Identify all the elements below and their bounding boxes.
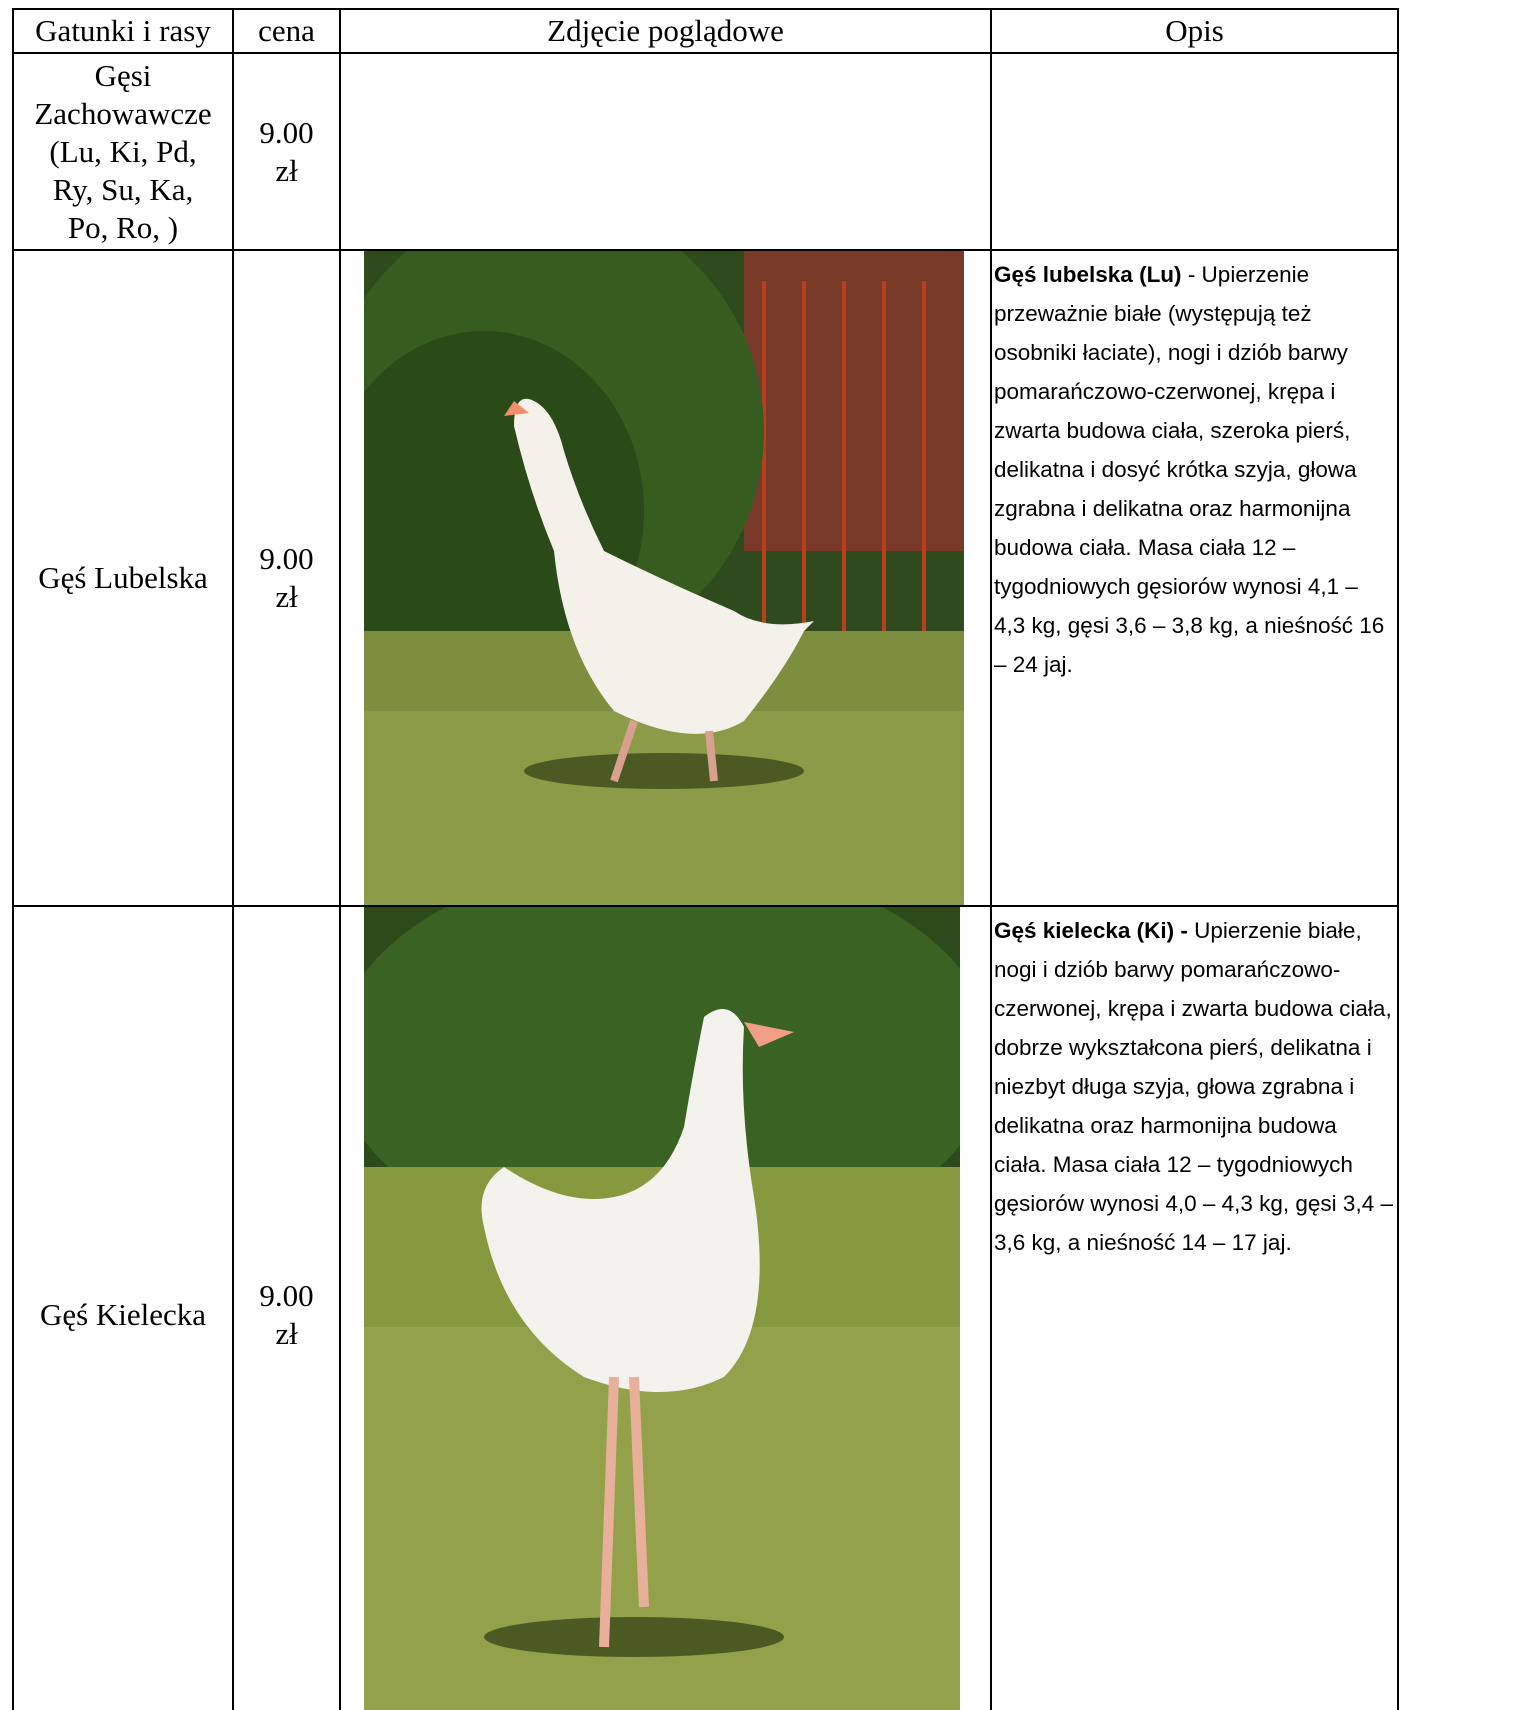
header-cell: Opis	[990, 8, 1399, 54]
description-cell: Gęś lubelska (Lu) - Upierzenie przeważni…	[990, 249, 1399, 907]
description-cell: Gęś kielecka (Ki) - Upierzenie białe, no…	[990, 905, 1399, 1710]
photo-cell	[339, 52, 992, 251]
description-text: - Upierzenie przeważnie białe (występują…	[994, 262, 1385, 677]
breed-name: Gęś Lubelska	[12, 249, 234, 907]
description-cell	[990, 52, 1399, 251]
description-text: Upierzenie białe, nogi i dziób barwy pom…	[994, 918, 1393, 1255]
price-text: 9.00 zł	[259, 1278, 314, 1351]
description-title: Gęś lubelska (Lu)	[994, 262, 1182, 287]
price: 9.00 zł	[232, 52, 341, 251]
header-cell: cena	[232, 8, 341, 54]
price-text: 9.00 zł	[259, 114, 314, 188]
description-title: Gęś kielecka (Ki) -	[994, 918, 1188, 943]
description: Gęś kielecka (Ki) - Upierzenie białe, no…	[994, 911, 1395, 1262]
goose-photo	[364, 251, 964, 905]
price: 9.00 zł	[232, 249, 341, 907]
header-cell: Zdjęcie poglądowe	[339, 8, 992, 54]
price-text: 9.00 zł	[259, 541, 314, 614]
header-cell: Gatunki i rasy	[12, 8, 234, 54]
goose-photo	[364, 907, 960, 1710]
breed-name: Gęsi Zachowawcze (Lu, Ki, Pd, Ry, Su, Ka…	[12, 52, 234, 251]
breed-name: Gęś Kielecka	[12, 905, 234, 1710]
price: 9.00 zł	[232, 905, 341, 1710]
description: Gęś lubelska (Lu) - Upierzenie przeważni…	[994, 255, 1395, 684]
